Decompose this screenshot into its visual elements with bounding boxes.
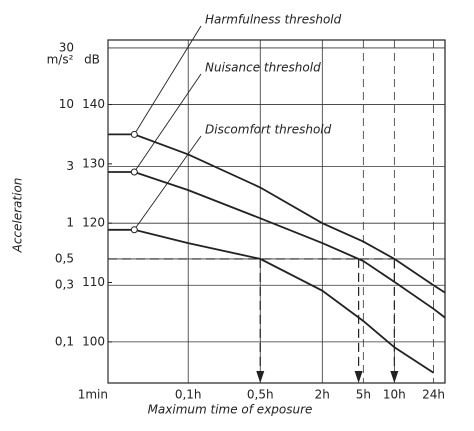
y-tick-label: 0,5 (55, 251, 74, 265)
x-tick-label: 0,5h (247, 388, 274, 402)
series-label: Nuisance threshold (205, 61, 321, 75)
y2-tick-label: 110 (82, 275, 105, 289)
y-tick-label: 3 (66, 159, 74, 173)
x-tick-label: 1min (78, 388, 108, 402)
series-line (108, 228, 434, 374)
y2-unit: dB (84, 53, 100, 67)
series-label: Discomfort threshold (205, 123, 332, 137)
y2-tick-label: 120 (82, 216, 105, 230)
y-tick-label: 0,1 (55, 334, 74, 348)
y-tick-label: 0,3 (55, 278, 74, 292)
arrow-head (390, 371, 399, 383)
y-tick-label: 30 (59, 40, 74, 54)
x-tick-label: 5h (356, 388, 371, 402)
arrow-head (256, 371, 265, 383)
leader-line (133, 135, 202, 231)
knee-marker (130, 168, 138, 176)
x-tick-label: 24h (422, 388, 445, 402)
y-tick-label: 1 (66, 216, 74, 230)
series-line (108, 171, 446, 319)
y-tick-label: 10 (59, 97, 74, 111)
x-tick-label: 0,1h (175, 388, 202, 402)
y2-tick-label: 130 (82, 156, 105, 170)
arrow-head (354, 371, 363, 383)
x-tick-label: 2h (315, 388, 330, 402)
x-tick-label: 10h (383, 388, 406, 402)
knee-marker (130, 130, 138, 138)
knee-marker (130, 226, 138, 234)
series-label: Harmfulness threshold (205, 13, 342, 27)
leader-line (133, 25, 202, 135)
y-axis-label: Acceleration (11, 178, 25, 254)
y2-tick-label: 100 (82, 334, 105, 348)
y2-tick-label: 140 (82, 97, 105, 111)
x-axis-label: Maximum time of exposure (148, 403, 313, 417)
leader-line (133, 73, 202, 173)
y-unit: m/s² (47, 53, 74, 67)
series-line (108, 133, 446, 294)
